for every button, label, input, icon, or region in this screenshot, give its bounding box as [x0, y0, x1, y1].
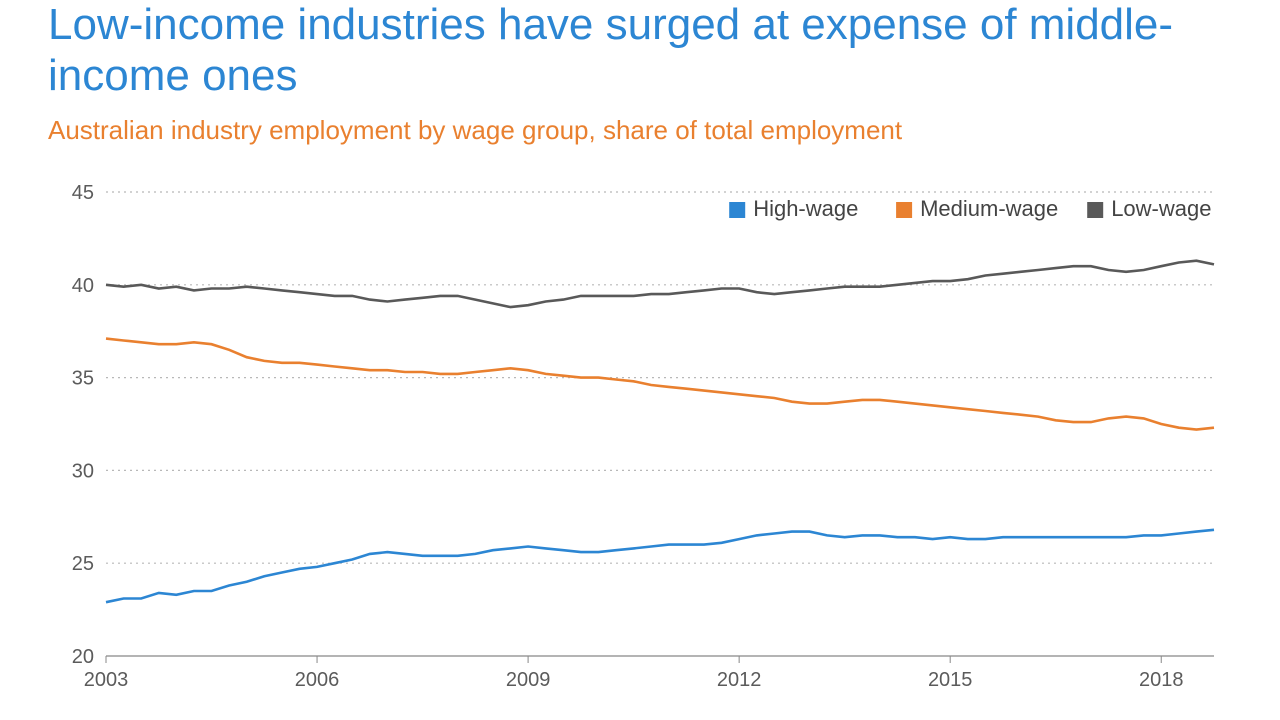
legend-swatch [1087, 202, 1103, 218]
chart-svg: 20 25 30 35 40 45 2003 2006 2009 2012 2015 2018 High… [48, 176, 1228, 696]
legend-label: Medium-wage [920, 196, 1058, 221]
y-tick-label: 35 [72, 368, 94, 390]
y-tick-label: 45 [72, 182, 94, 204]
y-tick-label: 20 [72, 646, 94, 668]
x-tick-label: 2015 [928, 669, 973, 691]
chart-container: Low-income industries have surged at exp… [0, 0, 1280, 716]
x-tick-label: 2009 [506, 669, 551, 691]
legend-swatch [896, 202, 912, 218]
y-tick-label: 25 [72, 553, 94, 575]
series-medium-wage [106, 339, 1214, 430]
chart-title: Low-income industries have surged at exp… [48, 0, 1232, 101]
y-tick-label: 30 [72, 461, 94, 483]
x-tick-label: 2018 [1139, 669, 1184, 691]
legend-label: Low-wage [1111, 196, 1211, 221]
series-high-wage [106, 530, 1214, 602]
x-tick-label: 2006 [295, 669, 340, 691]
legend-label: High-wage [753, 196, 858, 221]
y-tick-label: 40 [72, 275, 94, 297]
legend-swatch [729, 202, 745, 218]
chart-plot-area: 20 25 30 35 40 45 2003 2006 2009 2012 2015 2018 High… [48, 176, 1228, 696]
chart-subtitle: Australian industry employment by wage g… [48, 115, 1232, 146]
x-tick-label: 2003 [84, 669, 129, 691]
x-tick-label: 2012 [717, 669, 762, 691]
series-low-wage [106, 261, 1214, 307]
